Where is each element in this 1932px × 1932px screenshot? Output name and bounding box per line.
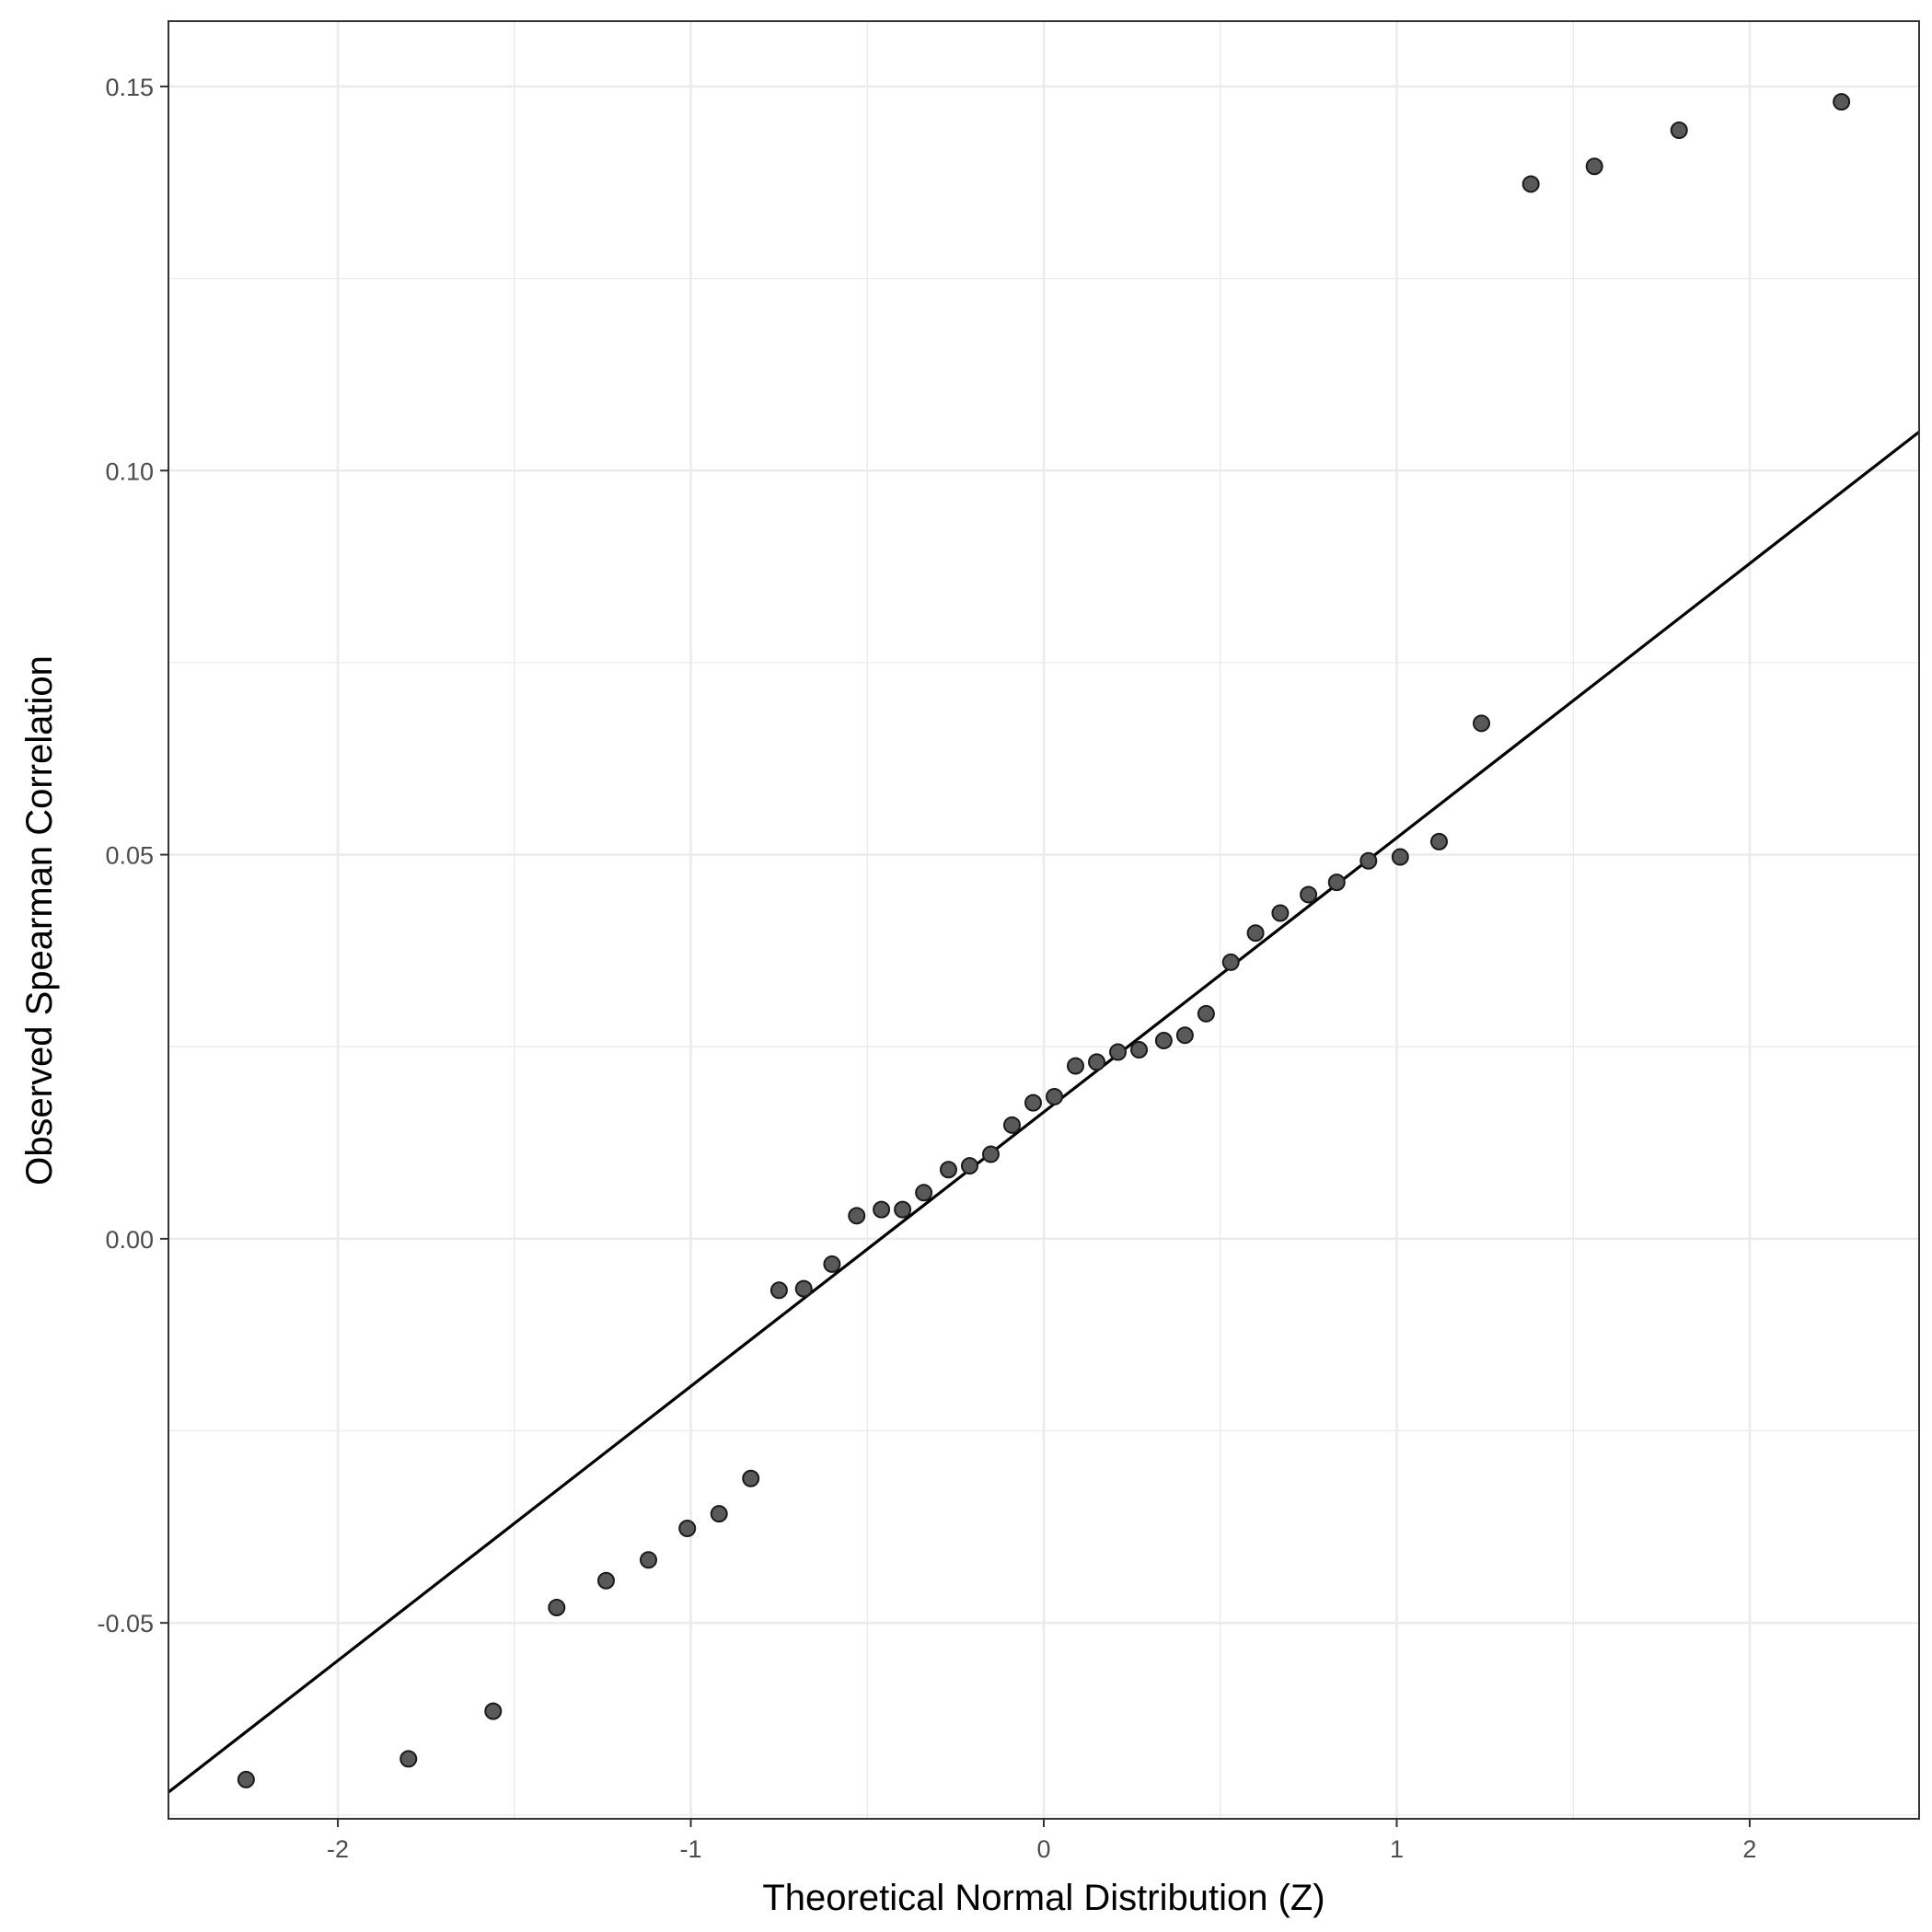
data-point: [640, 1551, 658, 1569]
data-point: [1002, 1116, 1021, 1134]
data-point: [548, 1598, 566, 1616]
data-point: [848, 1207, 866, 1225]
x-tick-label: 2: [1742, 1835, 1756, 1863]
y-tick-label: 0.00: [105, 1226, 154, 1254]
data-point: [1246, 924, 1265, 943]
data-point: [1154, 1032, 1173, 1050]
data-point: [823, 1255, 841, 1273]
data-point: [742, 1469, 760, 1487]
data-point: [1429, 832, 1448, 850]
data-point: [1521, 175, 1540, 193]
y-tick-label: -0.05: [97, 1610, 154, 1637]
x-tick-label: 0: [1036, 1835, 1050, 1863]
data-point: [1088, 1053, 1106, 1071]
data-point: [1024, 1093, 1042, 1112]
data-point: [1221, 953, 1240, 971]
data-points: [237, 93, 1851, 1788]
data-point: [794, 1279, 813, 1298]
data-point: [1046, 1087, 1064, 1105]
data-point: [1300, 885, 1318, 904]
data-point: [873, 1200, 891, 1219]
data-point: [939, 1161, 957, 1179]
x-tick-label: -2: [327, 1835, 349, 1863]
data-point: [1130, 1041, 1149, 1059]
data-point: [1391, 848, 1409, 866]
reference-line-group: [168, 430, 1920, 1794]
data-point: [981, 1145, 1000, 1163]
data-point: [1473, 714, 1490, 733]
data-point: [1585, 157, 1603, 176]
data-point: [915, 1184, 933, 1202]
data-point: [1197, 1004, 1215, 1023]
data-point: [1109, 1043, 1128, 1061]
data-point: [678, 1520, 697, 1538]
data-point: [1271, 904, 1290, 922]
reference-line: [168, 430, 1920, 1794]
data-point: [1670, 121, 1688, 140]
x-axis: -2 -1 0 1 2: [327, 1819, 1756, 1863]
x-axis-title: Theoretical Normal Distribution (Z): [762, 1878, 1325, 1918]
y-tick-label: 0.10: [105, 457, 154, 485]
data-point: [1327, 873, 1346, 892]
x-tick-label: 1: [1390, 1835, 1404, 1863]
data-point: [1833, 93, 1851, 111]
data-point: [769, 1281, 788, 1300]
x-tick-label: -1: [680, 1835, 702, 1863]
y-tick-label: 0.15: [105, 74, 154, 101]
data-point: [237, 1770, 255, 1788]
data-point: [710, 1505, 728, 1523]
data-point: [1067, 1057, 1085, 1075]
data-point: [484, 1702, 503, 1720]
data-point: [597, 1571, 615, 1590]
data-point: [399, 1750, 418, 1768]
data-point: [894, 1200, 912, 1219]
data-point: [1359, 851, 1378, 870]
data-point: [1175, 1026, 1194, 1045]
major-gridlines: [168, 21, 1919, 1819]
y-tick-label: 0.05: [105, 842, 154, 870]
data-point: [960, 1157, 978, 1175]
y-axis-title: Observed Spearman Correlation: [19, 655, 60, 1186]
y-axis: -0.05 0.00 0.05 0.10 0.15: [97, 74, 168, 1637]
